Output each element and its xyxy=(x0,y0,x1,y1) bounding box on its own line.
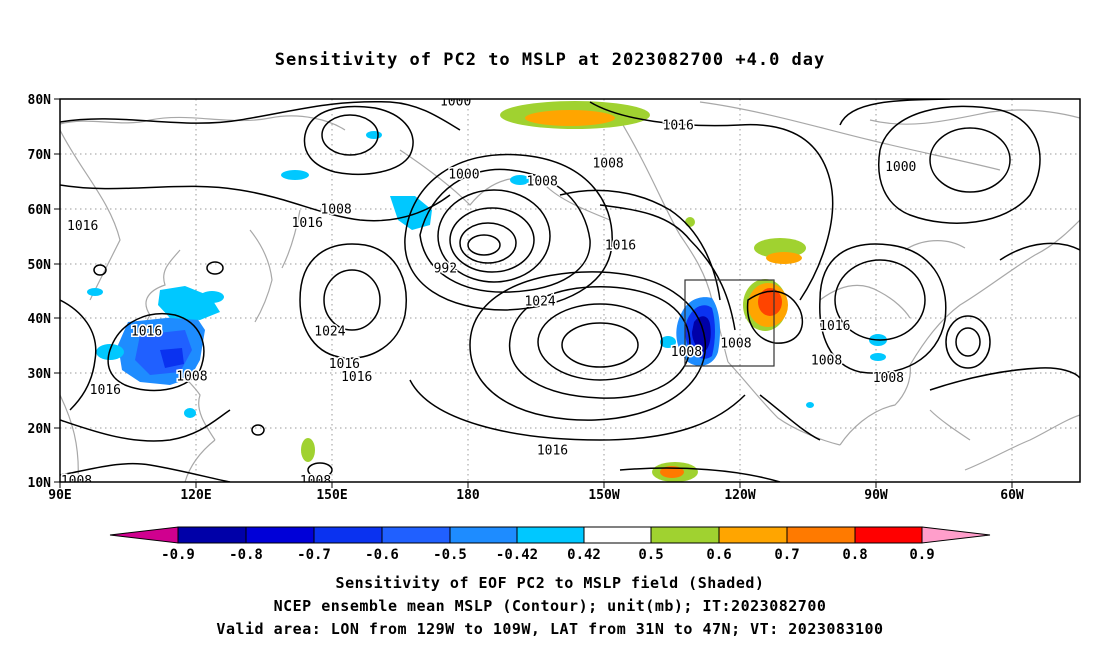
contour-label: 992 xyxy=(434,262,457,277)
lon-label: 90E xyxy=(48,488,71,503)
lat-label: 50N xyxy=(28,258,52,273)
plot-frame xyxy=(59,98,1081,483)
shade-cyan-11 xyxy=(806,402,814,408)
caption-line-3: Valid area: LON from 129W to 109W, LAT f… xyxy=(216,620,884,638)
contour-label: 1008 xyxy=(527,175,558,190)
lon-label: 150W xyxy=(588,488,619,503)
shade-cyan-2 xyxy=(200,291,224,303)
caption-line-1: Sensitivity of EOF PC2 to MSLP field (Sh… xyxy=(335,574,765,592)
shade-blue-asia-dark xyxy=(160,348,184,368)
colorbar-label: 0.42 xyxy=(567,547,601,563)
colorbar-label: -0.9 xyxy=(161,547,195,563)
lon-label: 150E xyxy=(316,488,347,503)
contour-label: 1000 xyxy=(448,168,479,183)
colorbar-label: -0.5 xyxy=(433,547,467,563)
contour-label: 1016 xyxy=(67,219,98,234)
contour-label: 1016 xyxy=(292,216,323,231)
contour-label: 1008 xyxy=(61,474,92,489)
contour-label: 1016 xyxy=(819,319,850,334)
graticule xyxy=(60,99,1080,482)
colorbar-segment xyxy=(583,526,652,544)
contour-label: 1008 xyxy=(811,354,842,369)
contour-label: 1016 xyxy=(605,239,636,254)
shade-cyan-6 xyxy=(366,131,382,139)
contour-label: 1024 xyxy=(314,325,345,340)
chart-title: Sensitivity of PC2 to MSLP at 2023082700… xyxy=(274,50,826,70)
shade-cyan-10 xyxy=(870,353,886,361)
colorbar-left-arrow xyxy=(109,526,179,544)
shade-blue-california-dark xyxy=(692,316,711,352)
contour-label: 1008 xyxy=(592,157,623,172)
colorbar-label: -0.8 xyxy=(229,547,263,563)
colorbar-label: -0.7 xyxy=(297,547,331,563)
lat-label: 30N xyxy=(28,367,52,382)
lat-label: 20N xyxy=(28,422,52,437)
shade-green-hawaii xyxy=(301,438,315,462)
colorbar-right-arrow xyxy=(921,526,991,544)
lon-label: 120W xyxy=(724,488,755,503)
contour-label: 1008 xyxy=(176,369,207,384)
shade-green-small-1 xyxy=(685,217,695,227)
shade-cyan-5 xyxy=(281,170,309,180)
contour-label: 1008 xyxy=(320,203,351,218)
lat-label: 70N xyxy=(28,148,52,163)
contour-label: 1008 xyxy=(873,371,904,386)
colorbar-label: -0.6 xyxy=(365,547,399,563)
shade-cyan-california xyxy=(660,336,676,348)
shade-cyan-4 xyxy=(184,408,196,418)
lon-label: 60W xyxy=(1000,488,1024,503)
valid-area-box xyxy=(684,279,775,367)
contour-label: 1024 xyxy=(524,294,555,309)
shade-cyan-3 xyxy=(87,288,103,296)
colorbar-segment xyxy=(381,526,451,544)
shade-orange-bc xyxy=(766,252,802,264)
contour-label: 1016 xyxy=(537,443,568,458)
shade-orange-arctic xyxy=(525,110,615,126)
colorbar-segment xyxy=(177,526,247,544)
contour-label: 1016 xyxy=(329,357,360,372)
shade-cyan-8 xyxy=(510,175,530,185)
colorbar-label: 0.5 xyxy=(638,547,663,563)
colorbar: -0.9 -0.8 -0.7 -0.6 -0.5 -0.42 0.42 0.5 … xyxy=(109,526,991,563)
contour-label: 1008 xyxy=(300,474,331,489)
caption-line-2: NCEP ensemble mean MSLP (Contour); unit(… xyxy=(273,597,827,615)
contour-label: 1008 xyxy=(671,345,702,360)
contour-label: 1000 xyxy=(885,160,916,175)
lat-label: 80N xyxy=(28,93,52,108)
colorbar-segment xyxy=(650,526,720,544)
lon-label: 180 xyxy=(456,488,480,503)
contour-label: 1016 xyxy=(131,325,162,340)
colorbar-segment xyxy=(245,526,315,544)
lon-label: 120E xyxy=(180,488,211,503)
shade-orange-mexico xyxy=(660,466,684,478)
colorbar-segment xyxy=(313,526,383,544)
contour-label: 1000 xyxy=(440,95,471,110)
lon-label: 90W xyxy=(864,488,888,503)
latitude-axis: 80N 70N 60N 50N 40N 30N 20N 10N xyxy=(28,93,60,491)
colorbar-label: -0.42 xyxy=(496,547,538,563)
lat-label: 10N xyxy=(28,476,52,491)
colorbar-segment xyxy=(516,526,585,544)
colorbar-segment xyxy=(786,526,856,544)
shade-red-sw xyxy=(758,288,782,316)
colorbar-label: 0.6 xyxy=(706,547,731,563)
lat-label: 40N xyxy=(28,312,52,327)
contour-label: 1016 xyxy=(90,383,121,398)
colorbar-segment xyxy=(854,526,923,544)
colorbar-label: 0.7 xyxy=(774,547,799,563)
colorbar-label: 0.8 xyxy=(842,547,867,563)
colorbar-segment xyxy=(718,526,788,544)
contour-label: 1008 xyxy=(720,337,751,352)
longitude-axis: 90E 120E 150E 180 150W 120W 90W 60W xyxy=(48,482,1024,503)
contour-label: 1016 xyxy=(663,118,694,133)
colorbar-label: 0.9 xyxy=(909,547,934,563)
colorbar-segment xyxy=(449,526,518,544)
mslp-contours xyxy=(60,99,1080,482)
lat-label: 60N xyxy=(28,203,52,218)
contour-label: 1016 xyxy=(341,370,372,385)
